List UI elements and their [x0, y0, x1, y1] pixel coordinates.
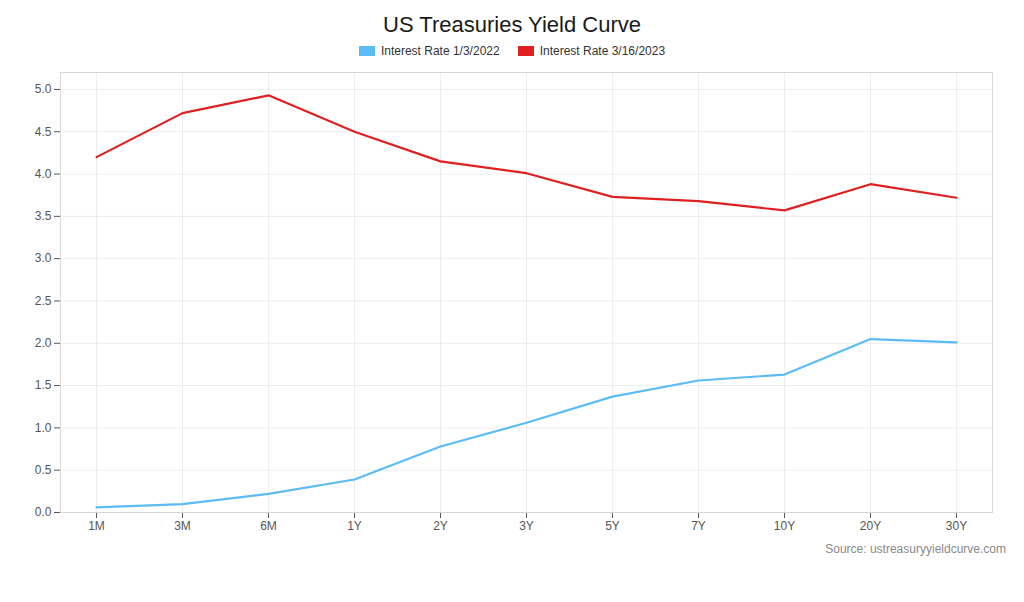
html-text:US Treasuries Yield Curve: US Treasuries Yield Curve	[383, 12, 641, 37]
svg-text:2.5: 2.5	[35, 294, 52, 308]
svg-text:2Y: 2Y	[433, 519, 448, 533]
html-text:Source: ustreasuryyieldcurve.c: Source: ustreasuryyieldcurve.com	[825, 542, 1006, 556]
svg-text:20Y: 20Y	[860, 519, 881, 533]
svg-text:4.0: 4.0	[35, 167, 52, 181]
html-text:Interest Rate 3/16/2023: Interest Rate 3/16/2023	[539, 44, 666, 58]
svg-text:0.5: 0.5	[35, 463, 52, 477]
svg-text:6M: 6M	[260, 519, 277, 533]
svg-text:1.0: 1.0	[35, 421, 52, 435]
svg-text:7Y: 7Y	[691, 519, 706, 533]
svg-text:4.5: 4.5	[35, 125, 52, 139]
svg-text:30Y: 30Y	[946, 519, 967, 533]
svg-text:2.0: 2.0	[35, 336, 52, 350]
svg-text:3Y: 3Y	[519, 519, 534, 533]
svg-text:3M: 3M	[174, 519, 191, 533]
svg-text:1Y: 1Y	[347, 519, 362, 533]
html-text:Interest Rate 1/3/2022: Interest Rate 1/3/2022	[380, 44, 500, 58]
svg-text:10Y: 10Y	[774, 519, 795, 533]
svg-text:5Y: 5Y	[605, 519, 620, 533]
svg-text:0.0: 0.0	[35, 505, 52, 519]
svg-text:3.0: 3.0	[35, 251, 52, 265]
svg-text:5.0: 5.0	[35, 82, 52, 96]
svg-text:1.5: 1.5	[35, 378, 52, 392]
svg-text:3.5: 3.5	[35, 209, 52, 223]
svg-text:1M: 1M	[88, 519, 105, 533]
